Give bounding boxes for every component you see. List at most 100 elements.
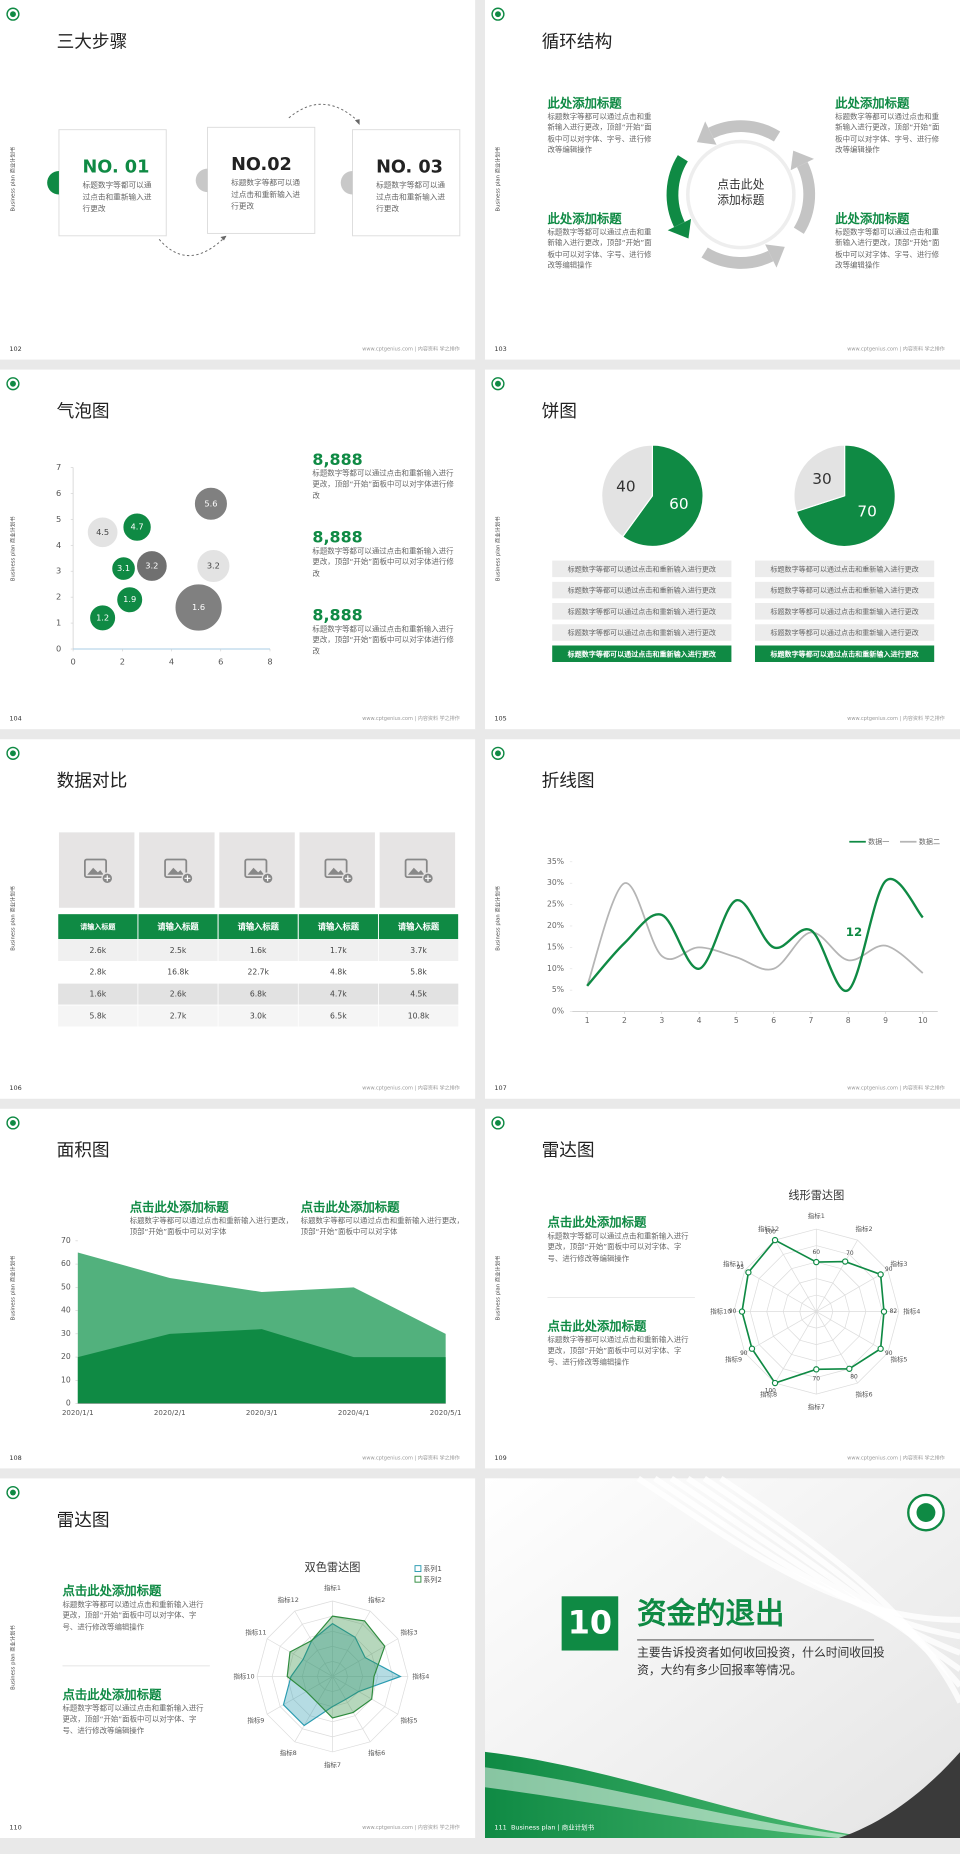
block-text-box: 标题数字等都可以通过点击和重新输入进行更改，顶部“开始”面板中可以对字体、字号、… — [835, 113, 940, 155]
block-text-box: 标题数字等都可以通过点击和重新输入进行更改，顶部“开始”面板中可以对字体、字号、… — [62, 1601, 203, 1632]
cover-dark-wave — [838, 1752, 960, 1838]
radar-point — [771, 1379, 779, 1387]
block-text-box: 标题数字等都可以通过点击和重新输入进行更改，顶部“开始”面板中可以对字体、字号、… — [547, 113, 652, 155]
pie-row-bg — [552, 581, 732, 599]
table-cell — [378, 1004, 459, 1028]
side-label: Business plan 商业计划书 — [493, 1255, 501, 1320]
table-cell-text: 1.6k — [90, 989, 107, 998]
block-text: 标题数字等都可以通过点击和重新输入进行更改，顶部“开始”面板中可以对字体、字号、… — [835, 113, 940, 155]
block-heading: 点击此处添加标题 — [62, 1687, 162, 1702]
pie-row-text: 标题数字等都可以通过点击和重新输入进行更改 — [770, 628, 918, 637]
radar-value-label: 70 — [813, 1376, 821, 1382]
radar-spoke — [266, 1676, 333, 1715]
page-number: 106 — [9, 1084, 21, 1092]
bottom-label: Business plan | 商业计划书 — [511, 1822, 595, 1831]
step-text: 标题数字等都可以通过点击和重新输入进行更改 — [231, 178, 301, 211]
table-header-text: 请输入标题 — [398, 922, 440, 932]
y-tick-label: 15% — [547, 942, 564, 951]
radar-spoke — [774, 1311, 817, 1384]
table-cell-text: 2.5k — [170, 946, 187, 955]
legend-swatch — [414, 1575, 422, 1583]
radar-point — [877, 1271, 884, 1278]
radar-value-label: 95 — [736, 1265, 744, 1271]
side-label: Business plan 商业计划书 — [493, 146, 501, 211]
slide-title: 折线图 — [542, 771, 595, 792]
radar-axis-label: 指标6 — [368, 1748, 385, 1757]
pie-row-text: 标题数字等都可以通过点击和重新输入进行更改 — [770, 564, 918, 573]
bubble-label: 1.2 — [96, 612, 109, 622]
step-text: 标题数字等都可以通过点击和重新输入进行更改 — [82, 180, 152, 213]
radar-title: 线形雷达图 — [788, 1188, 844, 1202]
footer: www.cptgenius.com | 内容资料 学之排作 — [362, 1085, 460, 1092]
radar-value-label: 82 — [890, 1309, 898, 1315]
stat-value: 8,888 — [312, 450, 362, 469]
radar-point — [748, 1345, 756, 1352]
radar-axis-label: 指标3 — [890, 1259, 907, 1268]
x-tick-label: 2020/2/1 — [154, 1408, 186, 1417]
side-label: Business plan 商业计划书 — [8, 885, 16, 950]
image-icon-mountain — [167, 867, 184, 875]
cycle-arrowhead — [667, 218, 692, 239]
y-tick-label: 0% — [552, 1007, 564, 1016]
logo-core — [10, 11, 16, 18]
section-text: 主要告诉投资者如何收回投资，什么时间收回投资，大约有多少回报率等情况。 — [637, 1646, 885, 1678]
page-number: 110 — [9, 1823, 21, 1831]
step-tab — [47, 170, 59, 195]
step-text-box: 标题数字等都可以通过点击和重新输入进行更改 — [82, 180, 152, 213]
page-number: 105 — [494, 715, 506, 723]
image-placeholder — [299, 832, 375, 908]
slide-title: 雷达图 — [57, 1510, 110, 1531]
logo-core — [10, 1489, 16, 1496]
image-icon — [164, 858, 188, 879]
y-tick-label: 2 — [56, 592, 61, 602]
slide: 10 资金的退出主要告诉投资者如何收回投资，什么时间收回投资，大约有多少回报率等情… — [485, 1475, 960, 1838]
stat-text: 标题数字等都可以通过点击和重新输入进行更改，顶部“开始”面板中可以对字体进行修改 — [312, 547, 454, 579]
block-heading: 点击此处添加标题 — [547, 1215, 647, 1230]
table-cell-text: 2.7k — [170, 1011, 187, 1020]
radar-value-label: 60 — [813, 1250, 821, 1256]
step-number: NO. 01 — [83, 157, 150, 177]
legend-label: 数据一 — [868, 837, 889, 846]
x-tick-label: 2020/4/1 — [338, 1408, 370, 1417]
radar-spoke — [816, 1311, 888, 1354]
step-text: 标题数字等都可以通过点击和重新输入进行更改 — [376, 180, 446, 213]
image-icon — [84, 858, 107, 879]
table-header-cell — [297, 913, 379, 941]
x-tick-label: 4 — [697, 1016, 702, 1025]
y-tick-label: 10% — [547, 964, 564, 973]
slide-title: 循环结构 — [542, 31, 613, 52]
logo-core — [495, 11, 501, 18]
pie-row-text: 标题数字等都可以通过点击和重新输入进行更改 — [769, 649, 919, 658]
table-cell-text: 4.8k — [330, 968, 347, 977]
radar-spoke — [332, 1676, 399, 1715]
block-text: 标题数字等都可以通过点击和重新输入进行更改，顶部“开始”面板中可以对字体、字号、… — [62, 1704, 204, 1736]
stat-text: 标题数字等都可以通过点击和重新输入进行更改，顶部“开始”面板中可以对字体进行修改 — [312, 469, 454, 501]
bubble — [174, 583, 223, 632]
cycle-arrowhead — [696, 121, 717, 145]
y-tick-label: 70 — [61, 1236, 71, 1245]
block-heading: 此处添加标题 — [835, 211, 910, 226]
image-placeholder — [58, 832, 135, 908]
pie-row-text: 标题数字等都可以通过点击和重新输入进行更改 — [568, 628, 716, 637]
radar-axis-label: 指标5 — [401, 1716, 418, 1725]
slide-title: 面积图 — [57, 1140, 110, 1161]
footer: www.cptgenius.com | 内容资料 学之排作 — [362, 1824, 460, 1831]
footer: www.cptgenius.com | 内容资料 学之排作 — [362, 1454, 460, 1461]
block-heading: 此处添加标题 — [835, 95, 910, 110]
side-label: Business plan 商业计划书 — [8, 516, 16, 581]
y-tick-label: 0 — [56, 644, 61, 654]
radar-point — [771, 1236, 779, 1244]
block-text: 标题数字等都可以通过点击和重新输入进行更改，顶部“开始”面板中可以对字体、字号、… — [547, 113, 652, 155]
image-placeholder — [379, 832, 456, 908]
image-icon-mountain — [87, 867, 104, 875]
pie-row-text: 标题数字等都可以通过点击和重新输入进行更改 — [770, 607, 918, 616]
block-text: 标题数字等都可以通过点击和重新输入进行更改，顶部“开始”面板中可以对字体、字号、… — [835, 228, 940, 271]
radar-axis-label: 指标3 — [401, 1627, 418, 1636]
x-tick-label: 6 — [771, 1016, 776, 1025]
table-cell-text: 2.6k — [90, 946, 107, 955]
page-number: 109 — [494, 1454, 506, 1462]
center-circle — [686, 139, 796, 250]
